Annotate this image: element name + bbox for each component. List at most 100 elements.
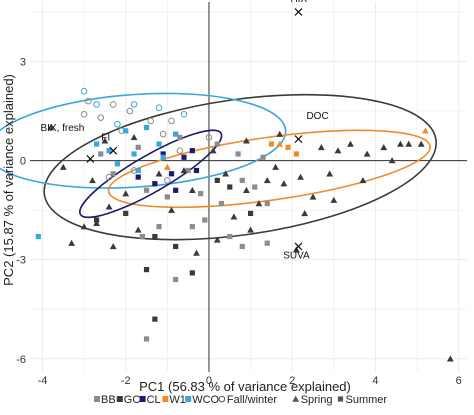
data-point-bb bbox=[176, 147, 184, 154]
data-point-gc bbox=[168, 206, 175, 213]
data-point-bb bbox=[214, 141, 220, 147]
data-point-wco bbox=[35, 233, 41, 240]
data-point-w1 bbox=[293, 151, 299, 157]
data-point-wco bbox=[106, 148, 112, 154]
data-point-gc bbox=[230, 213, 238, 220]
y-tick-label: 3 bbox=[20, 56, 26, 68]
legend-marker-circle bbox=[218, 395, 226, 403]
legend-marker-square bbox=[337, 396, 344, 402]
data-point-gc bbox=[123, 210, 129, 217]
data-point-wco bbox=[130, 101, 138, 108]
data-point-bb bbox=[189, 224, 195, 230]
data-point-cl bbox=[173, 187, 179, 193]
data-point-bb bbox=[260, 154, 266, 160]
data-point-wco bbox=[156, 141, 162, 147]
data-point-bb bbox=[205, 134, 213, 141]
data-point-gc bbox=[380, 143, 388, 151]
data-point-gc bbox=[93, 219, 100, 227]
data-point-gc bbox=[280, 180, 288, 187]
loading-marker bbox=[86, 154, 95, 163]
data-point-wco bbox=[80, 87, 88, 95]
data-point-gc bbox=[363, 150, 371, 157]
data-point-bb bbox=[98, 151, 104, 157]
data-point-gc bbox=[243, 137, 250, 144]
data-point-bb bbox=[109, 101, 117, 108]
data-point-gc bbox=[130, 134, 138, 141]
data-point-gc bbox=[243, 186, 250, 194]
data-point-gc bbox=[397, 140, 404, 147]
legend-swatch-bb bbox=[94, 396, 100, 402]
legend-label-season: Fall/winter bbox=[227, 394, 277, 406]
data-point-gc bbox=[334, 147, 342, 154]
data-point-bb bbox=[110, 171, 116, 177]
data-point-wco bbox=[114, 120, 121, 128]
legend-label-season: Spring bbox=[301, 394, 333, 406]
data-point-cl bbox=[160, 151, 166, 157]
data-point-w1 bbox=[276, 140, 284, 147]
data-point-bb bbox=[97, 114, 105, 121]
data-point-gc bbox=[59, 163, 67, 170]
loading-marker bbox=[294, 7, 303, 16]
legend: BB GC CL W1 WCO Fall/winter Spring Summer bbox=[94, 394, 387, 406]
legend-label-cl: CL bbox=[147, 394, 161, 406]
data-point-gc bbox=[222, 170, 230, 177]
data-point-gc bbox=[263, 176, 271, 184]
data-point-gc bbox=[101, 137, 109, 144]
data-point-gc bbox=[446, 355, 454, 362]
data-point-bb bbox=[264, 200, 270, 207]
data-point-gc bbox=[80, 223, 88, 230]
data-point-gc bbox=[173, 243, 179, 250]
legend-marker-triangle bbox=[292, 395, 300, 402]
loading-marker bbox=[294, 135, 303, 144]
data-point-bb bbox=[139, 233, 145, 240]
ellipse-gc bbox=[43, 93, 437, 241]
x-tick-label: 6 bbox=[456, 375, 462, 387]
data-point-wco bbox=[131, 151, 137, 157]
data-point-gc bbox=[134, 226, 142, 233]
data-point-bb bbox=[173, 276, 179, 283]
x-axis-label: PC1 (56.83 % of variance explained) bbox=[139, 379, 351, 394]
reference-lines bbox=[30, 2, 467, 372]
data-point-gc bbox=[214, 177, 220, 183]
tick-layer: -4 -2 0 2 4 6 -6 -3 0 3 bbox=[16, 56, 462, 387]
loading-label: SUVA bbox=[283, 250, 310, 261]
legend-swatch-wco bbox=[185, 396, 192, 402]
data-point-gc bbox=[297, 173, 304, 180]
data-point-gc bbox=[89, 176, 96, 184]
grid-layer bbox=[30, 2, 467, 372]
data-point-wco bbox=[173, 131, 179, 137]
data-point-wco bbox=[93, 141, 100, 147]
legend-label-wco: WCO bbox=[192, 394, 219, 406]
x-tick-label: -4 bbox=[38, 375, 48, 387]
data-point-bb bbox=[147, 117, 154, 125]
data-point-gc bbox=[122, 190, 130, 197]
ellipse-w1 bbox=[107, 129, 431, 209]
data-point-w1 bbox=[163, 163, 171, 170]
legend-label-season: Summer bbox=[346, 394, 388, 406]
data-point-bb bbox=[80, 111, 88, 118]
data-point-gc bbox=[143, 266, 150, 273]
data-point-gc bbox=[326, 170, 334, 177]
data-point-bb bbox=[185, 167, 191, 174]
loading-label: BIX, fresh bbox=[40, 123, 84, 134]
data-point-w1 bbox=[421, 127, 429, 134]
data-point-gc bbox=[227, 184, 233, 190]
data-point-cl bbox=[193, 167, 200, 174]
data-point-gc bbox=[301, 210, 309, 217]
data-point-gc bbox=[109, 243, 117, 250]
ellipse-layer bbox=[0, 92, 437, 241]
data-point-gc bbox=[47, 124, 55, 131]
data-point-bb bbox=[218, 200, 225, 207]
data-point-bb bbox=[239, 177, 245, 183]
data-point-gc bbox=[152, 233, 158, 240]
loading-marker bbox=[109, 146, 118, 155]
data-point-gc bbox=[213, 236, 221, 243]
data-point-cl bbox=[168, 171, 175, 177]
y-tick-label: 0 bbox=[20, 156, 26, 168]
x-tick-label: 0 bbox=[206, 375, 212, 387]
data-point-wco bbox=[143, 124, 150, 131]
legend-swatch-w1 bbox=[162, 396, 169, 402]
data-point-gc bbox=[330, 196, 338, 203]
